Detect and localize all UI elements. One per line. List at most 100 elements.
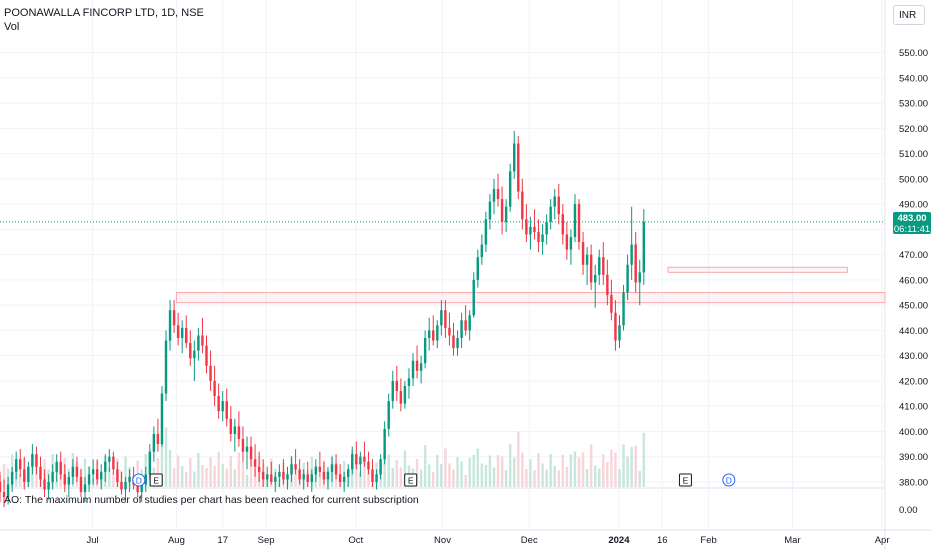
price-tick-label: 430.00: [899, 351, 928, 362]
candle-body: [573, 204, 577, 237]
volume-bar: [476, 448, 479, 487]
earnings-marker[interactable]: E: [678, 473, 692, 487]
volume-bar: [205, 468, 208, 487]
candle-body: [525, 219, 528, 235]
candle-body: [116, 469, 119, 482]
currency-button[interactable]: INR: [893, 5, 925, 25]
volume-bar: [294, 468, 297, 487]
event-marker-label: E: [683, 476, 689, 486]
candle-body: [286, 474, 289, 480]
price-tick-label: 390.00: [899, 452, 928, 463]
price-tick-label: 440.00: [899, 326, 928, 337]
earnings-marker[interactable]: E: [404, 473, 418, 487]
candle-body: [19, 459, 22, 470]
candle-body: [484, 219, 488, 245]
volume-bar: [83, 458, 87, 487]
volume-bar: [444, 448, 447, 487]
time-tick-label: Dec: [521, 535, 538, 546]
candle-body: [351, 454, 354, 470]
volume-bar: [367, 467, 370, 487]
volume-bar: [403, 450, 407, 487]
candle-body: [415, 360, 419, 371]
candle-body: [6, 484, 10, 498]
candle-body: [274, 476, 277, 482]
candle-body: [602, 257, 605, 275]
volume-bar: [565, 467, 569, 487]
symbol-title[interactable]: POONAWALLA FINCORP LTD, 1D, NSE: [4, 7, 204, 19]
candle-body: [456, 338, 459, 349]
candle-body: [51, 471, 54, 482]
volume-bar: [201, 465, 204, 487]
candle-body: [282, 471, 285, 480]
candle-body: [185, 327, 188, 344]
volume-bar: [557, 470, 560, 487]
candle-body: [630, 244, 633, 265]
candle-body: [330, 464, 334, 472]
volume-bar: [229, 456, 233, 487]
candle-body: [338, 474, 342, 482]
candle-body: [83, 484, 87, 493]
candle-body: [577, 204, 581, 243]
volume-bar: [432, 472, 435, 487]
time-tick-label: 16: [657, 535, 668, 546]
candle-body: [112, 456, 115, 470]
dividend-marker[interactable]: D: [132, 473, 146, 487]
bar-countdown: 06:11:41: [893, 224, 931, 235]
volume-bar: [464, 475, 467, 487]
volume-bar: [213, 466, 216, 487]
candle-body: [375, 474, 378, 482]
last-price-value: 483.00: [897, 213, 927, 224]
candle-body: [75, 466, 79, 477]
volume-bar: [355, 462, 358, 487]
candle-body: [140, 484, 143, 493]
candle-body: [270, 474, 273, 482]
candle-body: [164, 340, 168, 394]
price-tick-label: 490.00: [899, 200, 928, 211]
time-tick-label: Apr: [875, 535, 890, 546]
price-tick-label: 530.00: [899, 99, 928, 110]
dividend-marker[interactable]: D: [722, 473, 736, 487]
volume-bar: [427, 464, 431, 487]
dividend-circle: [132, 473, 146, 487]
time-tick-label: 2024: [608, 535, 630, 546]
volume-bar: [545, 469, 548, 487]
candle-body: [91, 469, 95, 475]
candle-body: [342, 476, 346, 482]
price-tick-label: 460.00: [899, 275, 928, 286]
volume-bar: [359, 472, 362, 487]
candle-body: [67, 476, 71, 485]
candle-body: [464, 320, 467, 331]
earnings-marker[interactable]: E: [149, 473, 163, 487]
volume-bar: [606, 462, 609, 487]
volume-bar: [383, 444, 386, 487]
candle-body: [423, 338, 427, 364]
candle-body: [245, 446, 249, 452]
candle-body: [593, 274, 597, 283]
event-marker-label: E: [408, 476, 414, 486]
candle-body: [371, 469, 374, 482]
volume-bar: [2, 464, 6, 487]
candle-body: [419, 363, 423, 371]
volume-bar: [508, 444, 512, 487]
volume-bar: [124, 456, 127, 487]
candle-body: [128, 476, 131, 482]
volume-indicator-label[interactable]: Vol: [4, 21, 20, 33]
candle-body: [359, 456, 362, 465]
volume-bar: [537, 453, 540, 487]
volume-bar: [452, 469, 455, 487]
volume-bar: [581, 452, 585, 487]
candle-body: [148, 451, 152, 475]
volume-bar: [598, 468, 601, 487]
candle-body: [407, 378, 411, 386]
candle-body: [156, 433, 160, 445]
volume-bar: [488, 455, 492, 487]
candle-body: [79, 476, 83, 493]
volume-bar: [569, 454, 573, 487]
volume-bar: [185, 472, 188, 487]
volume-bar: [395, 460, 399, 487]
candle-body: [39, 466, 42, 480]
candle-body: [278, 471, 281, 477]
price-tick-label: 380.00: [899, 477, 928, 488]
candle-body: [334, 464, 338, 475]
